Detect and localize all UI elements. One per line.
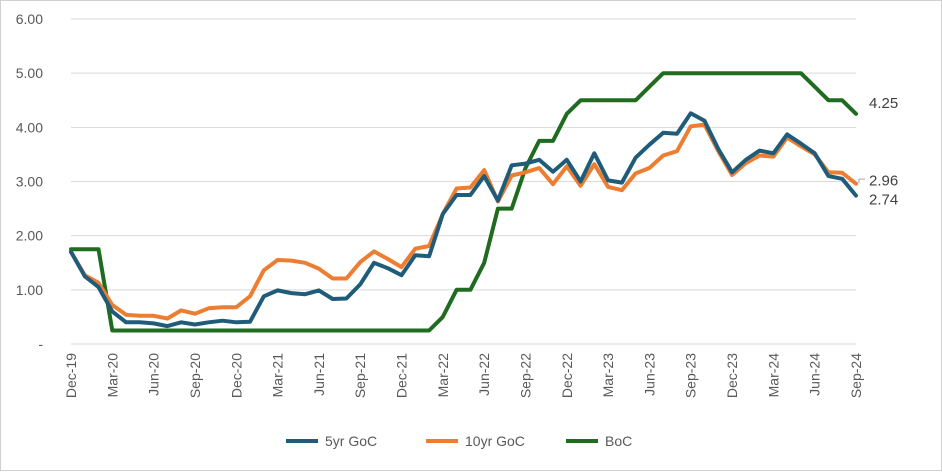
x-tick-label: Dec-22 xyxy=(559,353,575,398)
x-tick-label: Sep-22 xyxy=(517,353,533,398)
y-tick-label: 5.00 xyxy=(16,65,43,81)
x-tick-label: Jun-23 xyxy=(641,353,657,396)
series-line-boc xyxy=(69,71,858,333)
legend-label-10yr-goc: 10yr GoC xyxy=(465,433,525,449)
x-tick-label: Mar-22 xyxy=(435,353,451,398)
x-tick-label: Jun-24 xyxy=(807,353,823,396)
x-tick-label: Dec-19 xyxy=(63,353,79,398)
x-tick-label: Mar-21 xyxy=(270,353,286,398)
end-label-boc: 4.25 xyxy=(869,95,898,112)
y-tick-label: 6.00 xyxy=(16,11,43,27)
legend: 5yr GoC 10yr GoC BoC xyxy=(286,433,632,449)
end-label-10yr: 2.96 xyxy=(869,173,898,190)
x-tick-label: Jun-20 xyxy=(146,353,162,396)
series-lines xyxy=(69,71,858,333)
x-tick-label: Dec-23 xyxy=(724,353,740,398)
x-tick-label: Jun-21 xyxy=(311,353,327,396)
series-line-5yr-goc xyxy=(69,111,858,329)
y-tick-label: 2.00 xyxy=(16,228,43,244)
x-tick-label: Sep-24 xyxy=(848,353,864,398)
x-tick-label: Dec-20 xyxy=(228,353,244,398)
x-tick-label: Mar-23 xyxy=(600,353,616,398)
x-axis-ticks: Dec-19 Mar-20 Jun-20 Sep-20 Dec-20 Mar-21 Jun-… xyxy=(63,353,864,398)
x-tick-label: Sep-21 xyxy=(352,353,368,398)
x-tick-label: Sep-23 xyxy=(683,353,699,398)
legend-label-boc: BoC xyxy=(605,433,632,449)
legend-label-5yr-goc: 5yr GoC xyxy=(325,433,377,449)
end-label-connector xyxy=(858,178,865,184)
y-tick-label: 1.00 xyxy=(16,282,43,298)
x-tick-label: Dec-21 xyxy=(394,353,410,398)
y-tick-label: 4.00 xyxy=(16,119,43,135)
y-axis-ticks: - 1.00 2.00 3.00 4.00 5.00 6.00 xyxy=(16,11,44,352)
y-tick-label: 3.00 xyxy=(16,174,43,190)
end-labels: 4.25 2.96 2.74 xyxy=(858,95,898,209)
end-label-5yr: 2.74 xyxy=(869,192,898,209)
x-tick-label: Mar-24 xyxy=(765,353,781,398)
x-tick-label: Mar-20 xyxy=(104,353,120,398)
gridlines xyxy=(71,18,856,345)
y-tick-label: - xyxy=(38,336,43,352)
x-tick-label: Sep-20 xyxy=(187,353,203,398)
x-tick-label: Jun-22 xyxy=(476,353,492,396)
